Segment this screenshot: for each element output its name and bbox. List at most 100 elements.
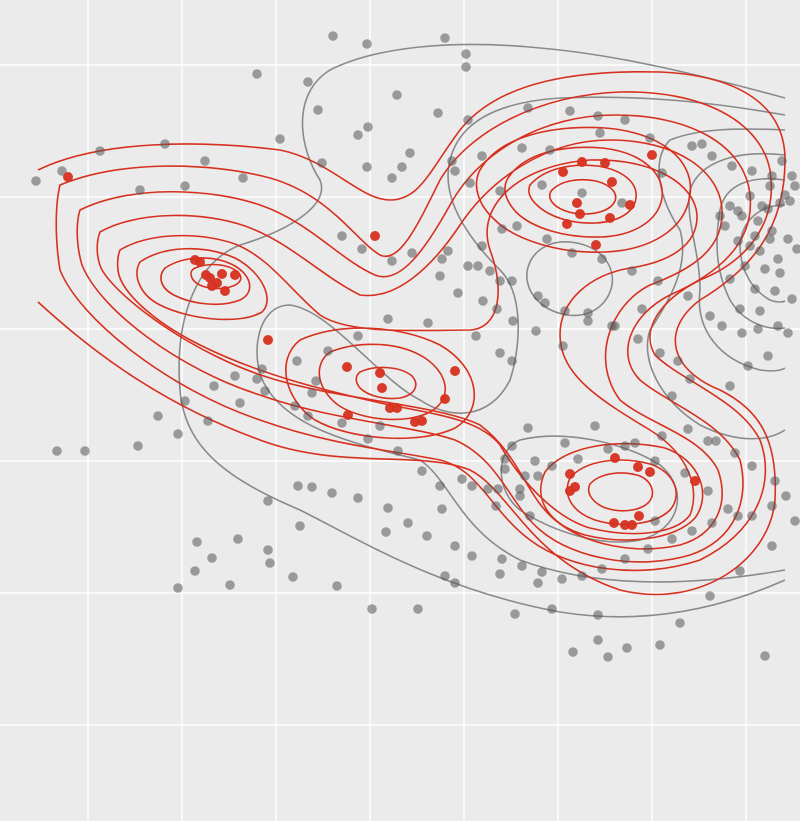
- gray-data-point: [290, 401, 300, 411]
- gray-data-point: [558, 341, 568, 351]
- gray-data-point: [622, 643, 632, 653]
- gray-data-point: [787, 294, 797, 304]
- gray-data-point: [773, 254, 783, 264]
- gray-data-point: [435, 271, 445, 281]
- gray-data-point: [192, 537, 202, 547]
- gray-data-point: [687, 141, 697, 151]
- gray-data-point: [560, 306, 570, 316]
- gray-data-point: [790, 516, 800, 526]
- red-data-point: [63, 172, 73, 182]
- gray-data-point: [577, 571, 587, 581]
- gray-data-point: [473, 261, 483, 271]
- gray-data-point: [697, 139, 707, 149]
- red-data-point: [607, 177, 617, 187]
- gray-data-point: [295, 521, 305, 531]
- red-data-point: [377, 383, 387, 393]
- gray-data-point: [787, 171, 797, 181]
- gray-data-point: [523, 103, 533, 113]
- gray-data-point: [317, 158, 327, 168]
- gray-data-point: [711, 436, 721, 446]
- red-data-point: [565, 469, 575, 479]
- red-data-point: [417, 416, 427, 426]
- gray-data-point: [520, 471, 530, 481]
- gray-data-point: [770, 286, 780, 296]
- red-contour-outer: [37, 70, 786, 596]
- gray-data-point: [397, 162, 407, 172]
- gray-data-point: [790, 181, 800, 191]
- gray-data-point: [203, 416, 213, 426]
- gray-data-point: [467, 481, 477, 491]
- gray-data-point: [133, 441, 143, 451]
- gray-data-point: [252, 69, 262, 79]
- red-data-point: [625, 200, 635, 210]
- gray-data-point: [733, 511, 743, 521]
- gray-contour-4: [688, 152, 786, 372]
- gray-data-point: [720, 221, 730, 231]
- gray-data-point: [620, 441, 630, 451]
- gray-data-point: [225, 580, 235, 590]
- red-data-point: [385, 403, 395, 413]
- gray-data-point: [260, 386, 270, 396]
- gray-data-point: [593, 635, 603, 645]
- gray-data-point: [495, 348, 505, 358]
- gray-data-point: [705, 311, 715, 321]
- gray-data-point: [303, 77, 313, 87]
- gray-data-point: [495, 186, 505, 196]
- gray-data-point: [233, 534, 243, 544]
- red-data-point: [565, 486, 575, 496]
- gray-data-point: [723, 504, 733, 514]
- gray-data-point: [450, 541, 460, 551]
- gray-data-point: [493, 484, 503, 494]
- gray-points: [31, 31, 800, 662]
- gray-data-point: [533, 291, 543, 301]
- gray-data-point: [595, 128, 605, 138]
- gray-data-point: [777, 156, 787, 166]
- gray-data-point: [655, 640, 665, 650]
- gray-data-point: [755, 246, 765, 256]
- gray-data-point: [667, 391, 677, 401]
- red-data-point: [212, 278, 222, 288]
- gray-data-point: [633, 334, 643, 344]
- gray-data-point: [337, 418, 347, 428]
- gray-data-point: [675, 618, 685, 628]
- gray-data-point: [392, 90, 402, 100]
- gray-data-point: [730, 448, 740, 458]
- gray-data-point: [557, 574, 567, 584]
- gray-data-point: [767, 541, 777, 551]
- gray-data-point: [508, 316, 518, 326]
- red-data-point: [205, 273, 215, 283]
- gray-data-point: [507, 356, 517, 366]
- gray-data-point: [160, 139, 170, 149]
- red-contour-upper-4: [548, 178, 617, 215]
- gray-data-point: [363, 434, 373, 444]
- gray-data-point: [453, 288, 463, 298]
- gray-data-point: [393, 446, 403, 456]
- gray-data-point: [533, 578, 543, 588]
- gray-data-point: [512, 221, 522, 231]
- gray-data-point: [703, 486, 713, 496]
- gray-data-point: [292, 356, 302, 366]
- gray-data-point: [332, 581, 342, 591]
- gray-data-point: [173, 583, 183, 593]
- gray-data-point: [725, 381, 735, 391]
- gray-data-point: [653, 276, 663, 286]
- gray-data-point: [747, 166, 757, 176]
- red-data-point: [450, 366, 460, 376]
- gray-data-point: [507, 276, 517, 286]
- gray-data-point: [485, 266, 495, 276]
- gray-data-point: [725, 274, 735, 284]
- gray-data-point: [750, 284, 760, 294]
- red-data-point: [575, 209, 585, 219]
- gray-data-point: [637, 304, 647, 314]
- red-data-point: [220, 286, 230, 296]
- red-data-point: [620, 520, 630, 530]
- gray-data-point: [180, 396, 190, 406]
- gray-data-point: [500, 454, 510, 464]
- red-contour-6: [136, 247, 268, 321]
- gray-data-point: [353, 493, 363, 503]
- gray-data-point: [707, 518, 717, 528]
- red-contour-upper-1: [475, 126, 692, 253]
- gray-data-point: [770, 476, 780, 486]
- gray-data-point: [209, 381, 219, 391]
- gray-data-point: [387, 256, 397, 266]
